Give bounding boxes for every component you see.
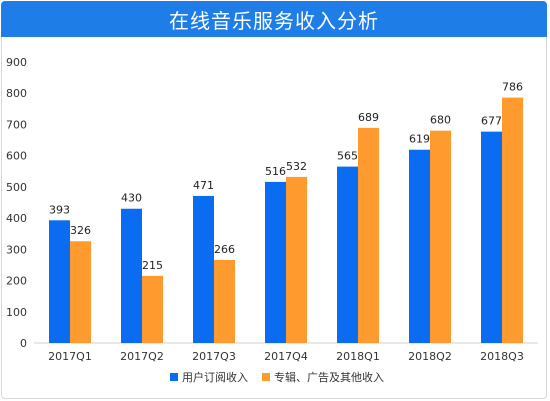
data-label: 786 <box>502 81 523 94</box>
y-tick-label: 700 <box>6 118 27 131</box>
data-label: 516 <box>265 165 286 178</box>
title-bar: 在线音乐服务收入分析 <box>1 1 547 37</box>
x-tick-label: 2018Q2 <box>408 350 452 363</box>
legend-label-2: 专辑、广告及其他收入 <box>274 370 384 384</box>
bar-1 <box>409 149 430 343</box>
legend-swatch-1 <box>170 373 178 381</box>
x-tick-label: 2017Q1 <box>48 350 92 363</box>
data-label: 680 <box>430 114 451 127</box>
y-tick-label: 400 <box>6 212 27 225</box>
bar-1 <box>121 208 142 343</box>
data-label: 215 <box>142 259 163 272</box>
x-tick-label: 2017Q4 <box>264 350 308 363</box>
y-tick-label: 200 <box>6 275 27 288</box>
y-tick-label: 100 <box>6 306 27 319</box>
bar-2 <box>286 176 307 343</box>
x-tick-label: 2018Q3 <box>480 350 524 363</box>
data-label: 326 <box>70 224 91 237</box>
y-tick-label: 500 <box>6 181 27 194</box>
data-label: 532 <box>286 160 307 173</box>
bar-2 <box>214 259 235 343</box>
bar-2 <box>430 130 451 343</box>
data-label: 689 <box>358 111 379 124</box>
bar-2 <box>502 97 523 344</box>
y-tick-label: 0 <box>20 337 27 350</box>
data-label: 619 <box>409 133 430 146</box>
bar-1 <box>265 181 286 343</box>
data-label: 430 <box>121 192 142 205</box>
x-tick-label: 2017Q3 <box>192 350 236 363</box>
bar-2 <box>358 127 379 343</box>
y-tick-label: 300 <box>6 243 27 256</box>
bar-1 <box>481 131 502 343</box>
chart-title: 在线音乐服务收入分析 <box>169 8 379 33</box>
bar-1 <box>193 195 214 343</box>
y-tick-label: 900 <box>6 56 27 69</box>
data-label: 677 <box>481 115 502 128</box>
data-label: 565 <box>337 150 358 163</box>
y-tick-label: 800 <box>6 87 27 100</box>
legend-swatch-2 <box>262 373 270 381</box>
data-label: 471 <box>193 179 214 192</box>
legend-label-1: 用户订阅收入 <box>182 370 248 384</box>
y-tick-label: 600 <box>6 150 27 163</box>
data-label: 393 <box>49 203 70 216</box>
x-tick-label: 2017Q2 <box>120 350 164 363</box>
data-label: 266 <box>214 243 235 256</box>
x-tick-label: 2018Q1 <box>336 350 380 363</box>
bar-2 <box>142 275 163 343</box>
bar-2 <box>70 241 91 343</box>
bar-1 <box>337 166 358 343</box>
bar-1 <box>49 220 70 343</box>
